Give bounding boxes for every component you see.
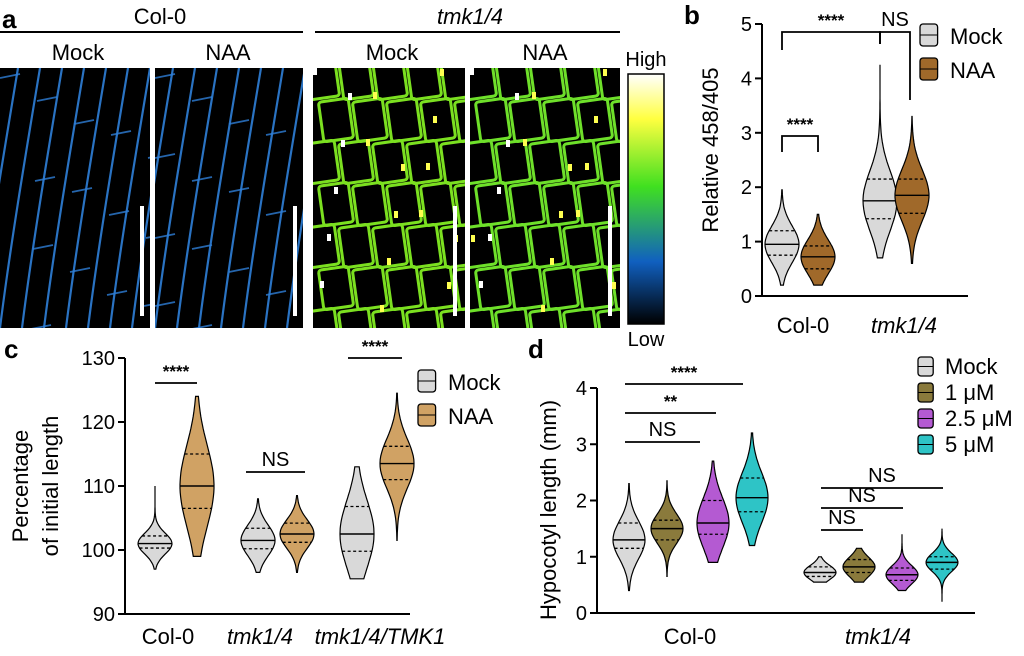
y-tick-label: 5 bbox=[741, 14, 752, 36]
y-tick-label: 120 bbox=[82, 412, 115, 434]
x-category-label: Col-0 bbox=[777, 313, 830, 338]
y-tick-label: 1 bbox=[741, 232, 752, 254]
significance-label: NS bbox=[262, 449, 290, 471]
y-tick-label: 100 bbox=[82, 540, 115, 562]
panel-a-label: a bbox=[2, 4, 17, 34]
y-tick-label: 0 bbox=[741, 286, 752, 308]
micrograph-1 bbox=[0, 68, 150, 328]
significance-label: **** bbox=[818, 11, 845, 30]
x-category-label: Col-0 bbox=[142, 624, 195, 649]
violin-1-0 bbox=[179, 395, 215, 557]
violin-3-1 bbox=[925, 528, 959, 602]
significance-label: NS bbox=[868, 465, 896, 487]
x-category-label: tmk1/4 bbox=[871, 313, 937, 338]
colorbar-high-label: High bbox=[625, 49, 666, 71]
legend-label: Mock bbox=[448, 370, 502, 395]
micrograph-4 bbox=[470, 68, 620, 328]
panel-c-ylabel-line2: of initial length bbox=[38, 416, 63, 557]
condition-label-2: NAA bbox=[205, 40, 251, 65]
violin-0-1 bbox=[862, 64, 898, 259]
panel-d-label: d bbox=[528, 334, 544, 364]
legend-label: NAA bbox=[950, 58, 996, 83]
legend-label: NAA bbox=[448, 404, 494, 429]
panel-a: a Col-0 tmk1/4 Mock NAA Mock NAA High Lo… bbox=[0, 4, 667, 351]
violin-3-0 bbox=[735, 432, 769, 547]
significance-label: NS bbox=[649, 419, 677, 441]
panel-b-label: b bbox=[684, 0, 700, 30]
significance-label: **** bbox=[671, 363, 698, 382]
y-tick-label: 90 bbox=[93, 604, 115, 626]
y-tick-label: 1 bbox=[576, 547, 587, 569]
y-tick-label: 4 bbox=[741, 68, 752, 90]
violin-2-1 bbox=[885, 534, 919, 592]
panel-c-label: c bbox=[4, 334, 18, 364]
violin-1-0 bbox=[800, 213, 836, 286]
y-tick-label: 4 bbox=[576, 378, 587, 400]
panel-d-chart: Hypocotyl length (mm) 01234******NSNSNSN… bbox=[536, 354, 1013, 649]
significance-label: **** bbox=[362, 337, 389, 356]
legend-label: Mock bbox=[950, 24, 1004, 49]
significance-label: ** bbox=[664, 392, 678, 411]
micrograph-3 bbox=[313, 68, 465, 328]
legend-label: 2.5 μM bbox=[945, 406, 1013, 431]
group-label-col0: Col-0 bbox=[134, 4, 187, 29]
violin-0-1 bbox=[803, 556, 837, 583]
panel-d-ylabel: Hypocotyl length (mm) bbox=[536, 400, 561, 620]
violin-0-0 bbox=[137, 486, 173, 570]
significance-label: NS bbox=[881, 9, 909, 31]
panel-c-ylabel-line1: Percentage bbox=[8, 430, 33, 543]
colorbar-low-label: Low bbox=[628, 329, 665, 351]
significance-label: **** bbox=[163, 362, 190, 381]
significance-label: NS bbox=[848, 485, 876, 507]
condition-label-4: NAA bbox=[522, 40, 568, 65]
y-tick-label: 130 bbox=[82, 348, 115, 370]
legend-label: Mock bbox=[945, 354, 999, 379]
x-category-label: tmk1/4/TMK1 bbox=[315, 624, 446, 649]
colorbar bbox=[627, 73, 665, 325]
condition-label-3: Mock bbox=[366, 40, 420, 65]
y-tick-label: 2 bbox=[576, 491, 587, 513]
violin-1-1 bbox=[894, 115, 930, 264]
legend-label: 1 μM bbox=[945, 380, 994, 405]
y-tick-label: 2 bbox=[741, 177, 752, 199]
condition-label-1: Mock bbox=[52, 40, 106, 65]
y-tick-label: 0 bbox=[576, 603, 587, 625]
violin-1-2 bbox=[379, 392, 415, 541]
group-label-tmk: tmk1/4 bbox=[437, 4, 503, 29]
x-category-label: Col-0 bbox=[664, 624, 717, 649]
y-tick-label: 3 bbox=[576, 434, 587, 456]
violin-0-0 bbox=[764, 189, 800, 286]
violin-0-2 bbox=[339, 466, 375, 580]
x-category-label: tmk1/4 bbox=[227, 624, 293, 649]
violin-1-1 bbox=[842, 547, 876, 583]
panel-b-chart: Relative 458/405 0 1 2 3 4 5 **** **** NS Mock NAA… bbox=[698, 9, 1004, 338]
y-tick-label: 3 bbox=[741, 123, 752, 145]
y-tick-label: 110 bbox=[83, 476, 115, 498]
legend-label: 5 μM bbox=[945, 432, 994, 457]
significance-label: NS bbox=[828, 507, 856, 529]
panel-c-chart: Percentage of initial length 90 100 110 120… bbox=[8, 337, 502, 649]
violin-0-0 bbox=[612, 483, 646, 592]
significance-label: **** bbox=[787, 115, 814, 134]
violin-0-1 bbox=[240, 498, 276, 573]
violin-2-0 bbox=[696, 460, 730, 563]
micrograph-2 bbox=[155, 68, 303, 328]
x-category-label: tmk1/4 bbox=[845, 624, 911, 649]
panel-b-ylabel: Relative 458/405 bbox=[698, 67, 723, 232]
